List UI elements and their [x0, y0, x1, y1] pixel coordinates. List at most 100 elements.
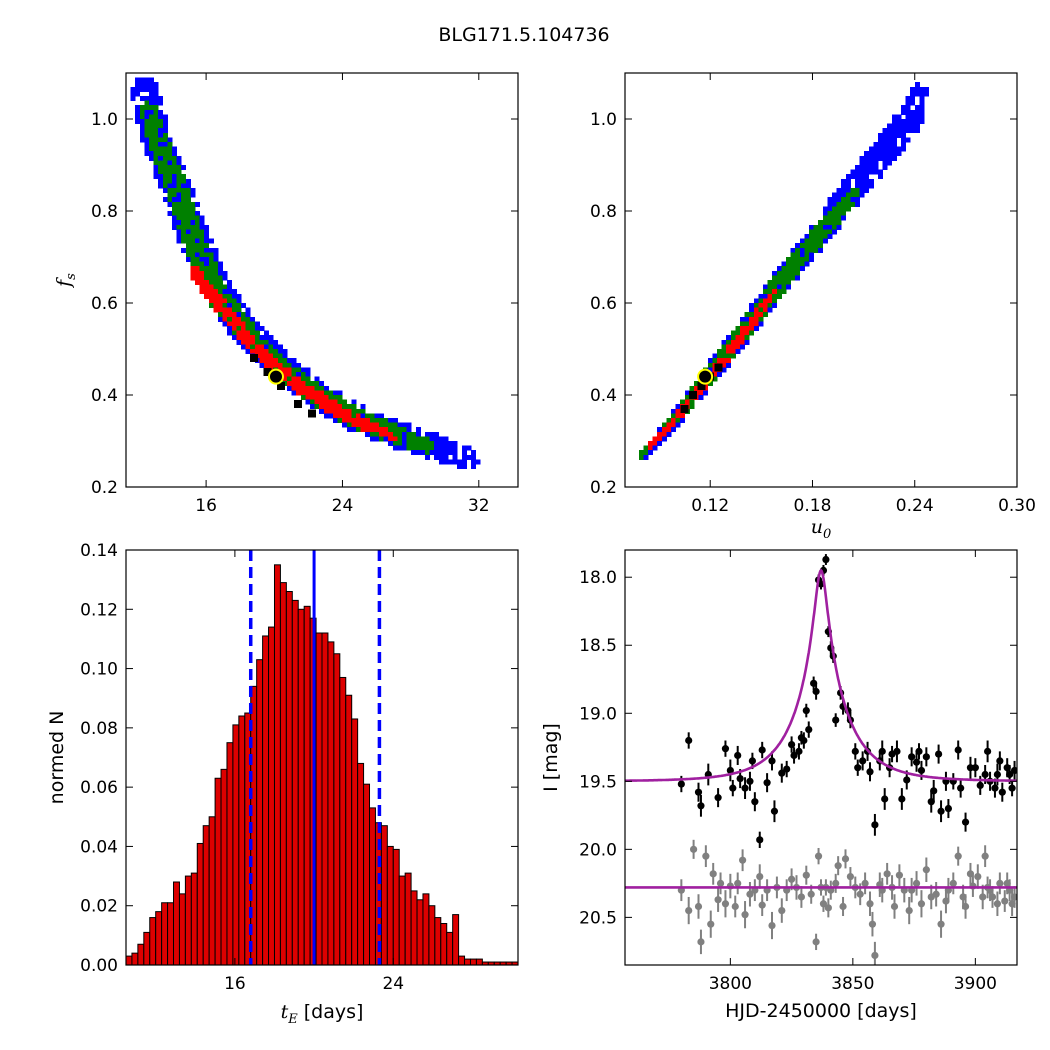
density-cell [314, 404, 320, 410]
density-cell [213, 252, 219, 258]
histogram-bar [149, 917, 157, 966]
density-cell [139, 119, 145, 124]
data-point [1010, 893, 1017, 901]
density-cell [878, 132, 883, 138]
density-cell [786, 284, 791, 290]
data-point [788, 740, 796, 749]
density-cell [374, 418, 380, 423]
best-region-cell [277, 381, 286, 390]
density-cell [190, 188, 196, 193]
density-cell [878, 146, 883, 152]
density-cell [910, 100, 916, 106]
density-cell [236, 321, 242, 327]
density-cell [638, 450, 644, 456]
density-cell [855, 201, 860, 207]
x-tick-label: 24 [332, 496, 354, 516]
density-cell [914, 128, 920, 134]
density-cell [648, 445, 653, 451]
density-cell [227, 330, 233, 336]
density-cell [887, 132, 893, 138]
density-cell [190, 261, 196, 267]
data-point [822, 555, 830, 564]
density-cell [195, 224, 200, 230]
density-cell [296, 385, 302, 391]
density-cell [781, 266, 787, 272]
density-cell [804, 238, 810, 244]
density-cell [374, 413, 380, 419]
data-point [721, 745, 730, 753]
density-cell [799, 266, 805, 272]
y-tick-label: 0.02 [80, 897, 118, 917]
density-cell [891, 151, 897, 157]
density-cell [254, 344, 260, 350]
data-point [890, 902, 899, 911]
histogram-bar [339, 676, 347, 966]
density-cell [859, 174, 865, 180]
histogram-bar [440, 923, 448, 966]
density-cell [740, 326, 745, 331]
density-cell [896, 146, 902, 152]
density-cell [185, 206, 191, 212]
density-cell [208, 289, 214, 295]
density-cell [657, 427, 663, 433]
density-cell [241, 312, 246, 318]
density-cell [199, 247, 205, 253]
density-cell [310, 399, 315, 405]
density-cell [730, 339, 736, 345]
density-cell [786, 257, 791, 262]
density-cell [896, 114, 902, 120]
data-point [912, 879, 921, 887]
density-cell [707, 362, 713, 368]
density-grid [130, 77, 481, 469]
x-tick-label: 3800 [709, 974, 752, 994]
data-point [996, 879, 1004, 887]
density-cell [268, 353, 274, 359]
density-cell [758, 321, 764, 327]
data-point [981, 852, 989, 860]
density-cell [786, 270, 791, 276]
density-cell [190, 252, 196, 258]
data-point [1008, 784, 1016, 792]
density-cell [882, 155, 888, 161]
density-cell [346, 408, 352, 414]
density-cell [204, 252, 210, 258]
density-cell [369, 427, 375, 433]
density-cell [185, 197, 191, 203]
density-cell [822, 224, 828, 230]
density-cell [850, 169, 856, 175]
density-cell [740, 339, 745, 345]
density-cell [652, 445, 658, 451]
density-cell [758, 316, 764, 322]
density-cell [213, 275, 219, 281]
density-cell [139, 114, 145, 120]
data-point [746, 777, 754, 785]
density-cell [185, 247, 191, 253]
histogram-bar [458, 955, 466, 966]
density-cell [319, 395, 325, 400]
density-cell [153, 114, 159, 120]
density-cell [259, 353, 265, 359]
density-cell [199, 229, 205, 235]
density-cell [448, 459, 453, 465]
density-cell [694, 381, 699, 387]
density-cell [471, 464, 476, 469]
density-cell [443, 441, 449, 446]
density-cell [195, 238, 200, 244]
density-cell [850, 197, 856, 203]
density-cell [753, 326, 759, 331]
density-cell [158, 100, 164, 106]
density-cell [753, 307, 759, 313]
density-cell [411, 445, 417, 451]
density-cell [241, 344, 246, 350]
histogram-bar [190, 872, 198, 966]
density-cell [208, 252, 214, 258]
density-cell [698, 395, 704, 400]
data-point [846, 872, 855, 881]
density-cell [287, 381, 292, 387]
histogram-bar [351, 718, 359, 966]
density-cell [744, 339, 750, 345]
density-cell [181, 215, 187, 221]
density-cell [144, 96, 150, 101]
density-cell [208, 280, 214, 285]
density-cell [208, 257, 214, 262]
